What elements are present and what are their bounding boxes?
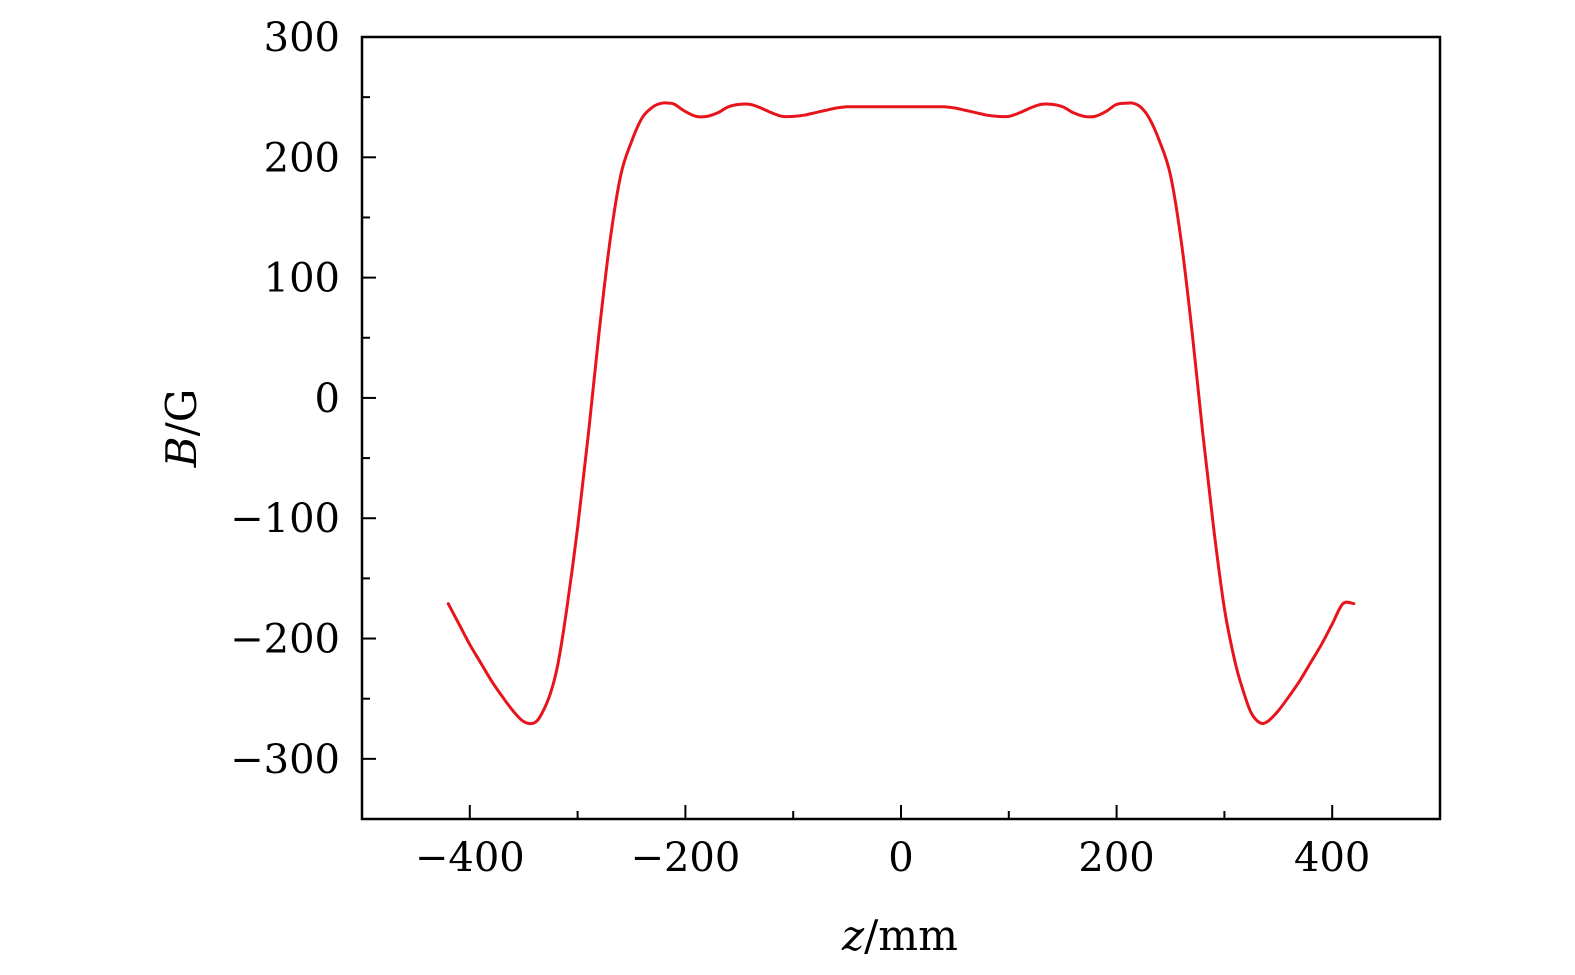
x-axis-title: z/mm [841,911,958,960]
y-tick-label: 200 [264,135,340,181]
y-tick-label: −300 [230,737,340,783]
y-axis-ticks [362,36,376,760]
x-axis-ticks [468,805,1334,819]
series-line [446,101,1356,726]
y-tick-label: −200 [230,617,340,663]
y-axis-tick-labels: 300 200 100 0 −100 −200 −300 [230,15,340,783]
y-axis-title: B/G [157,389,206,469]
y-tick-label: 100 [264,256,340,302]
x-tick-label: 200 [1078,835,1154,881]
x-axis-unit: /mm [864,911,958,960]
x-axis-symbol: z [841,911,865,960]
x-tick-label: −200 [630,835,740,881]
y-tick-label: −100 [230,496,340,542]
y-tick-label: 0 [315,376,340,422]
y-axis-unit: /G [157,389,206,437]
x-tick-label: 400 [1294,835,1370,881]
y-axis-symbol: B [157,436,206,468]
y-tick-label: 300 [264,15,340,61]
x-axis-tick-labels: −400 −200 0 200 400 [415,835,1371,881]
plot-frame [360,35,1442,821]
x-tick-label: −400 [415,835,525,881]
series-layer [446,101,1356,726]
x-tick-label: 0 [888,835,913,881]
